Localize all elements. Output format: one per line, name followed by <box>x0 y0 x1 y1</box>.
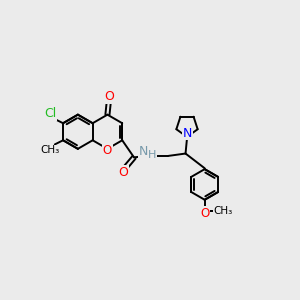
Text: CH₃: CH₃ <box>213 206 232 216</box>
Text: O: O <box>103 144 112 157</box>
Text: O: O <box>118 166 128 179</box>
Text: N: N <box>183 127 192 140</box>
Text: O: O <box>104 90 114 103</box>
Text: N: N <box>139 145 148 158</box>
Text: CH₃: CH₃ <box>40 145 59 155</box>
Text: Cl: Cl <box>45 107 57 120</box>
Text: H: H <box>148 150 157 160</box>
Text: O: O <box>200 206 209 220</box>
